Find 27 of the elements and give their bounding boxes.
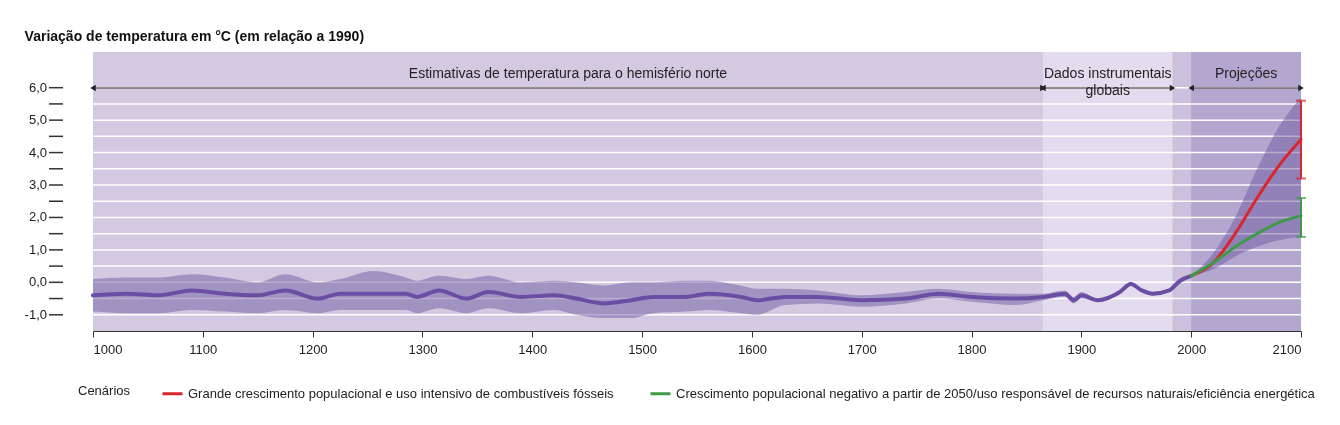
x-tick-label: 2000 <box>1177 341 1207 357</box>
x-tick-label: 1400 <box>518 341 548 357</box>
legend-title: Cenários <box>78 383 131 398</box>
legend-label: Grande crescimento populacional e uso intensivo de combustíveis fósseis <box>188 385 615 401</box>
chart-title: Variação de temperatura em °C (em relação a 1990) <box>24 28 365 44</box>
band-label: Projeções <box>1214 65 1278 81</box>
x-tick-label: 1200 <box>298 341 328 357</box>
y-tick-label: 6,0 <box>28 79 47 95</box>
y-tick-label: -1,0 <box>24 306 47 322</box>
x-tick-label: 1100 <box>189 341 218 357</box>
y-tick-label: 5,0 <box>28 112 47 128</box>
x-tick-label: 1600 <box>737 341 767 357</box>
x-tick-label: 1900 <box>1067 341 1097 357</box>
band-label: Dados instrumentais globais <box>1043 65 1172 98</box>
x-tick-label: 1500 <box>628 341 658 357</box>
x-tick-label: 1800 <box>957 341 987 357</box>
x-tick-label: 2100 <box>1272 341 1302 357</box>
x-tick-label: 1300 <box>408 341 438 357</box>
y-tick-label: 1,0 <box>28 241 47 257</box>
y-tick-label: 0,0 <box>28 274 47 290</box>
y-tick-label: 2,0 <box>28 209 47 225</box>
band-label: Estimativas de temperatura para o hemisfério norte <box>408 65 728 81</box>
x-tick-label: 1700 <box>847 341 877 357</box>
y-tick-label: 4,0 <box>28 144 47 160</box>
legend-label: Crescimento populacional negativo a partir de 2050/uso responsável de recursos naturais/eficiência energética <box>676 385 1316 401</box>
y-tick-label: 3,0 <box>28 177 47 193</box>
x-tick-label: 1000 <box>93 341 123 357</box>
